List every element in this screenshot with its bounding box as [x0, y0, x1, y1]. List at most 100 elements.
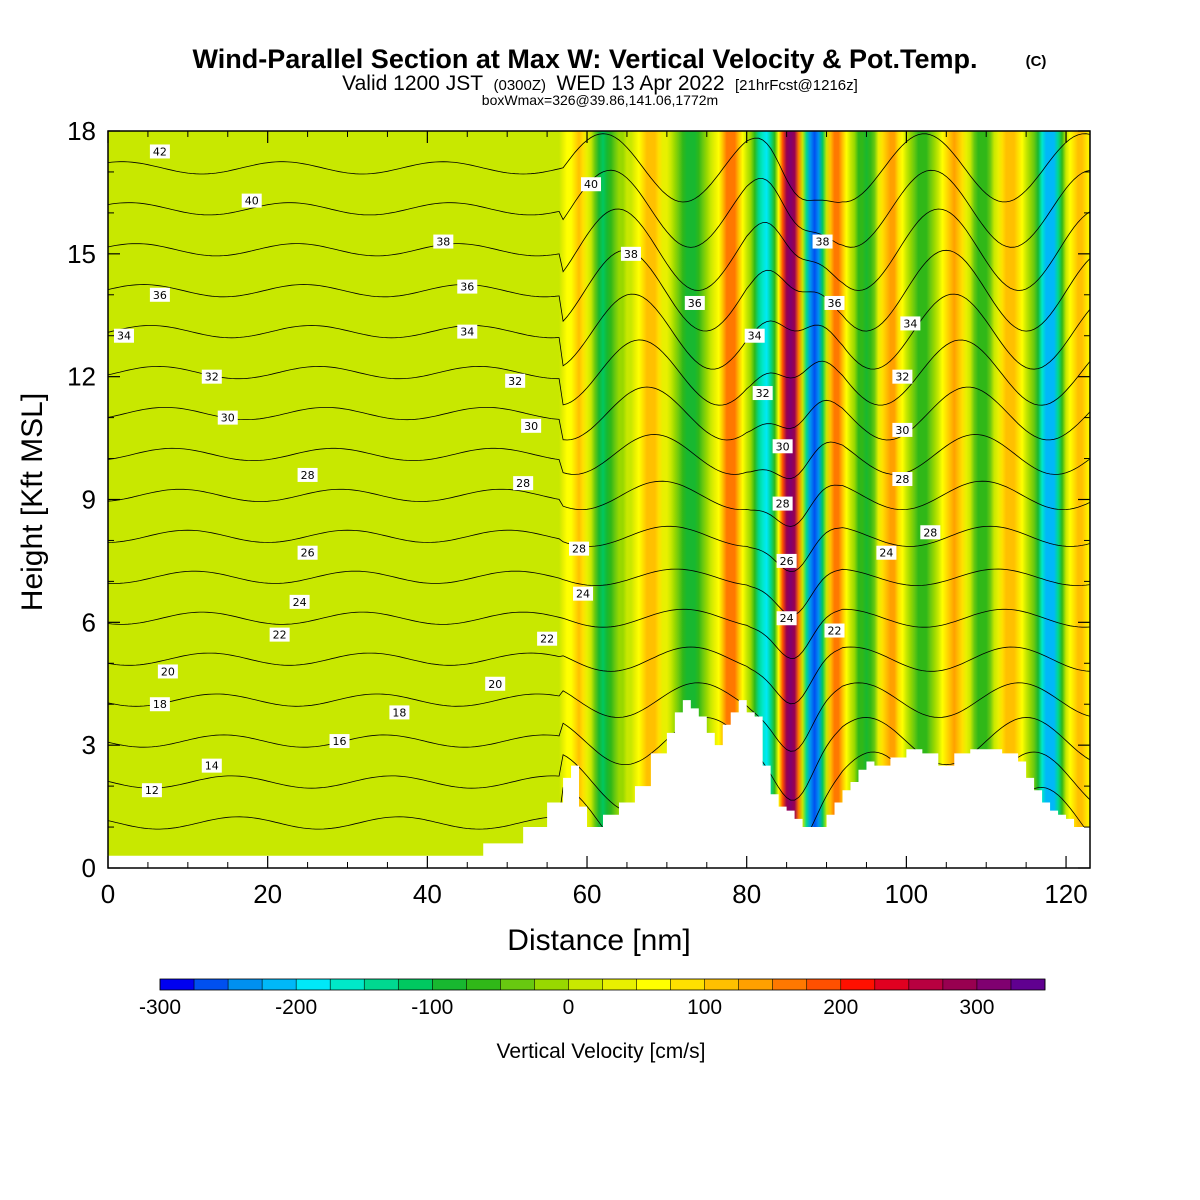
isentrope-22	[108, 608, 1090, 659]
contour-label-text: 34	[903, 317, 917, 330]
contour-label-text: 36	[153, 289, 167, 302]
contour-label-bg	[329, 734, 350, 749]
colorbar-tick-label: -200	[275, 996, 317, 1019]
chart-subtitle: Valid 1200 JST (0300Z) WED 13 Apr 2022 […	[342, 72, 858, 95]
colorbar-swatch	[398, 979, 433, 990]
isentrope-38	[108, 249, 1090, 332]
contour-label-bg	[217, 410, 238, 425]
contour-label-bg	[505, 373, 526, 388]
contour-label: 28	[772, 496, 793, 511]
colorbar-swatch	[602, 979, 637, 990]
isentrope-34	[108, 339, 1090, 406]
y-tick-label: 3	[82, 730, 96, 760]
contour-label: 32	[505, 373, 526, 388]
chart-title: Wind-Parallel Section at Max W: Vertical…	[193, 44, 978, 74]
contour-label-bg	[389, 705, 410, 720]
isentrope-30	[108, 434, 1090, 480]
y-tick-label: 0	[82, 853, 96, 883]
contour-label: 22	[269, 627, 290, 642]
contour-labels: 42 40 38 36 36 34 34 32 32 30 30 28 28 26 24 22 22 20 20 18…	[113, 144, 941, 798]
contour-label-text: 28	[301, 469, 315, 482]
colorbar-swatch	[330, 979, 365, 990]
y-tick-label: 18	[67, 116, 96, 146]
contour-label-bg	[620, 246, 641, 261]
contour-label: 36	[824, 295, 845, 310]
contour-label-text: 22	[540, 633, 554, 646]
contour-label-text: 20	[161, 665, 175, 678]
contour-label: 40	[581, 177, 602, 192]
colorbar-tick-label: -300	[139, 996, 181, 1019]
contour-label: 28	[513, 476, 534, 491]
contour-label-text: 22	[273, 629, 287, 642]
contour-label-text: 32	[756, 387, 770, 400]
contour-label-bg	[892, 422, 913, 437]
contour-label: 14	[201, 758, 222, 773]
contour-label: 34	[457, 324, 478, 339]
contour-label: 36	[149, 287, 170, 302]
contour-label-bg	[157, 664, 178, 679]
contour-label-text: 34	[748, 330, 762, 343]
contour-label-bg	[149, 144, 170, 159]
contour-label: 36	[457, 279, 478, 294]
isentrope-36	[108, 293, 1090, 370]
contour-label: 30	[772, 439, 793, 454]
colorbar-tick-label: -100	[411, 996, 453, 1019]
contour-label-text: 16	[333, 735, 347, 748]
y-axis-label: Height [Kft MSL]	[16, 393, 49, 611]
x-tick-label: 60	[573, 879, 602, 909]
contour-label-bg	[149, 287, 170, 302]
contour-label-text: 24	[780, 612, 794, 625]
contour-label-bg	[521, 418, 542, 433]
contour-label: 42	[149, 144, 170, 159]
contour-label: 30	[892, 422, 913, 437]
colorbar-tick-label: 300	[959, 996, 994, 1019]
contour-label-bg	[824, 623, 845, 638]
contour-label: 38	[433, 234, 454, 249]
contour-label-text: 24	[576, 588, 590, 601]
isentrope-32	[108, 386, 1090, 441]
colorbar-swatch	[636, 979, 671, 990]
contour-label-text: 30	[524, 420, 538, 433]
contour-label-text: 30	[895, 424, 909, 437]
colorbar-swatch	[228, 979, 263, 990]
contour-label-bg	[141, 783, 162, 798]
contour-label-bg	[201, 758, 222, 773]
contour-label-text: 40	[245, 195, 259, 208]
y-tick-label: 6	[82, 607, 96, 637]
contour-label-bg	[433, 234, 454, 249]
colorbar-swatch	[160, 979, 195, 990]
contour-label: 32	[752, 386, 773, 401]
contour-label-text: 28	[776, 498, 790, 511]
colorbar-swatch	[670, 979, 705, 990]
colorbar: -300 -200 -100 0 100 200 300	[139, 978, 1046, 1019]
contour-label-text: 32	[508, 375, 522, 388]
contour-label-bg	[457, 324, 478, 339]
contour-label-text: 30	[221, 412, 235, 425]
contour-label: 24	[289, 594, 310, 609]
contour-label-text: 28	[572, 543, 586, 556]
contour-label: 34	[900, 316, 921, 331]
contour-label-bg	[201, 369, 222, 384]
x-tick-label: 20	[253, 879, 282, 909]
plot-area	[108, 131, 1090, 868]
contour-label: 28	[892, 472, 913, 487]
vertical-velocity-field	[108, 131, 1090, 868]
contour-label-text: 26	[780, 555, 794, 568]
colorbar-tick-label: 100	[687, 996, 722, 1019]
contour-label-bg	[876, 545, 897, 560]
subtitle-valid: Valid 1200 JST	[342, 72, 483, 95]
colorbar-swatch	[568, 979, 603, 990]
subtitle-utc: (0300Z)	[493, 77, 546, 94]
colorbar-swatch	[908, 979, 944, 990]
contour-label: 40	[241, 193, 262, 208]
contour-label-bg	[269, 627, 290, 642]
colorbar-swatch	[296, 979, 331, 990]
isentrope-24	[108, 568, 1090, 616]
contour-label-bg	[892, 369, 913, 384]
isentrope-20	[108, 646, 1090, 705]
contour-label-bg	[297, 467, 318, 482]
contour-label-text: 30	[776, 440, 790, 453]
contour-label-bg	[812, 234, 833, 249]
contour-label-text: 32	[895, 371, 909, 384]
